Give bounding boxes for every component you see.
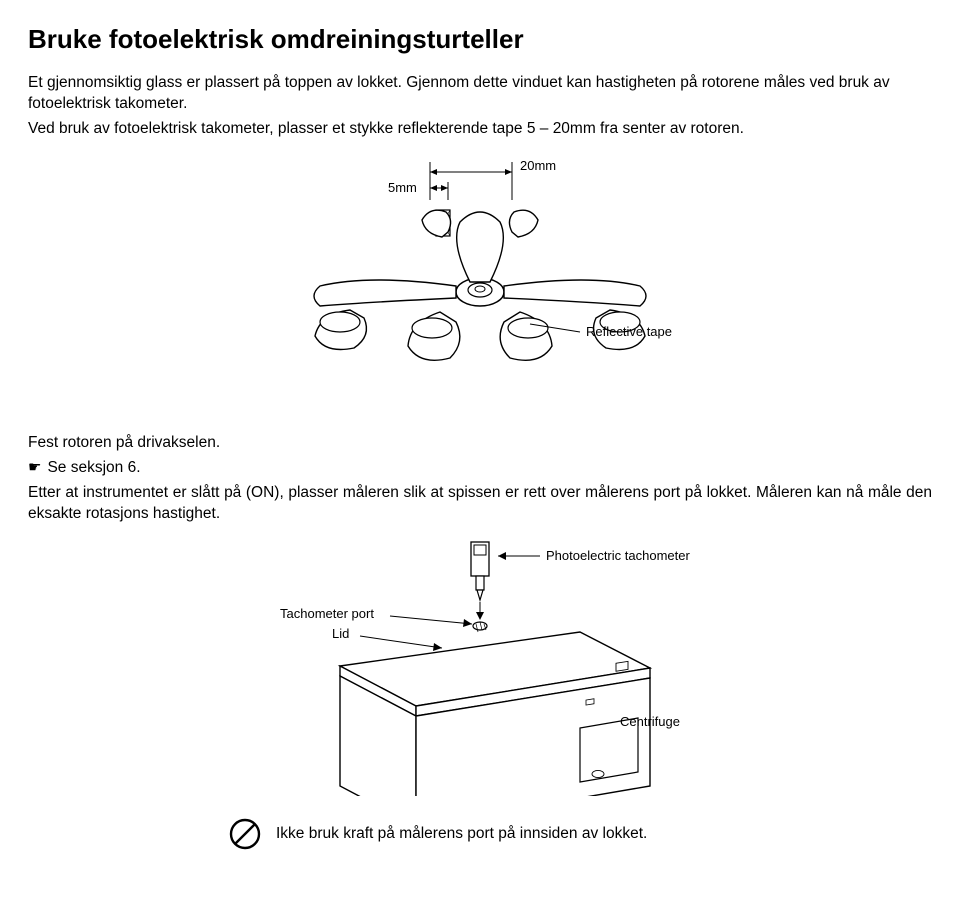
label-lid: Lid	[332, 626, 349, 641]
mid-paragraph-2: Se seksjon 6.	[28, 458, 932, 479]
mid-block: Fest rotoren på drivakselen. Se seksjon …	[28, 433, 932, 525]
label-5mm: 5mm	[388, 180, 417, 195]
intro-paragraph-1: Et gjennomsiktig glass er plassert på to…	[28, 73, 932, 115]
figure-rotor: 20mm 5mm	[28, 152, 932, 417]
intro-block: Et gjennomsiktig glass er plassert på to…	[28, 73, 932, 140]
intro-paragraph-2: Ved bruk av fotoelektrisk takometer, pla…	[28, 119, 932, 140]
mid-paragraph-1: Fest rotoren på drivakselen.	[28, 433, 932, 454]
prohibition-icon	[228, 817, 262, 851]
label-tachometer-port: Tachometer port	[280, 606, 374, 621]
label-reflective-tape: Reflective tape	[586, 324, 672, 339]
warning-text: Ikke bruk kraft på målerens port på inns…	[276, 825, 647, 843]
mid-paragraph-3: Etter at instrumentet er slått på (ON), …	[28, 483, 932, 525]
page-title: Bruke fotoelektrisk omdreiningsturteller	[28, 24, 932, 55]
label-20mm: 20mm	[520, 158, 556, 173]
warning-row: Ikke bruk kraft på målerens port på inns…	[228, 817, 932, 851]
figure-centrifuge: Photoelectric tachometer Tachometer port…	[28, 536, 932, 801]
label-centrifuge: Centrifuge	[620, 714, 680, 729]
label-photoelectric-tachometer: Photoelectric tachometer	[546, 548, 690, 563]
